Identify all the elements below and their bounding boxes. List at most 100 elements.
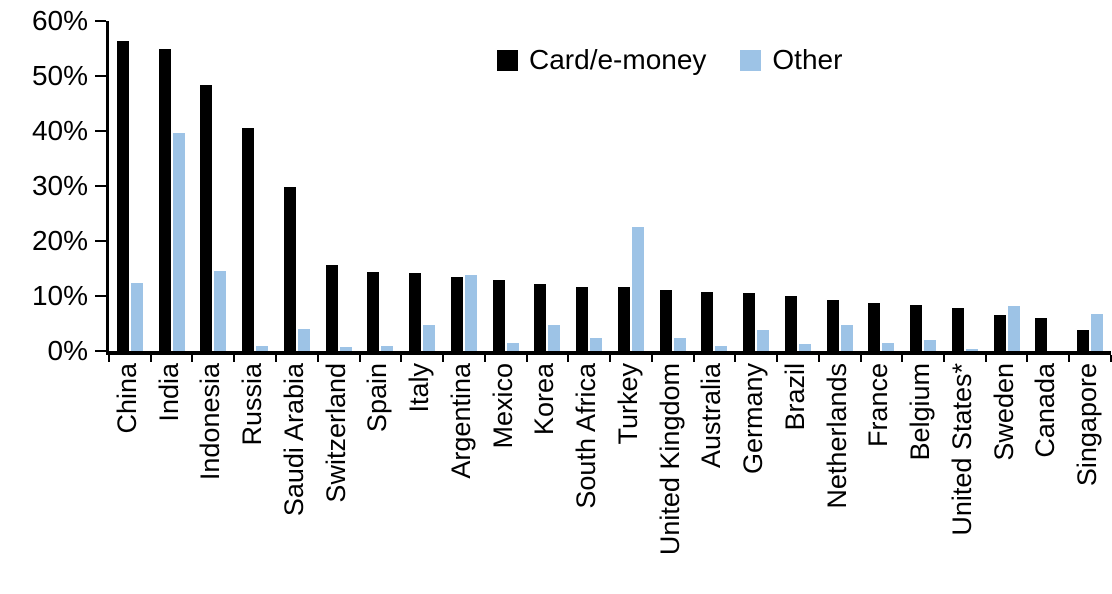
x-axis-tick xyxy=(984,355,987,362)
bar-card-e-money-italy xyxy=(409,273,422,351)
bar-other-singapore xyxy=(1091,314,1104,351)
bar-other-italy xyxy=(423,325,436,351)
x-axis-label-argentina: Argentina xyxy=(440,363,482,591)
bar-group-argentina xyxy=(443,21,485,351)
x-axis-label-text: Switzerland xyxy=(320,363,351,503)
bar-card-e-money-canada xyxy=(1035,318,1048,351)
bar-group-united-kingdom xyxy=(652,21,694,351)
bar-group-india xyxy=(151,21,193,351)
legend-item-other: Other xyxy=(740,44,842,76)
bar-card-e-money-united-states xyxy=(951,307,964,351)
bar-card-e-money-australia xyxy=(701,291,714,351)
x-axis-tick xyxy=(358,355,361,362)
x-axis-tick xyxy=(191,355,194,362)
x-axis-label-australia: Australia xyxy=(691,363,733,591)
x-axis-label-singapore: Singapore xyxy=(1066,363,1108,591)
x-axis-tick xyxy=(609,355,611,362)
y-axis-tick-label: 40% xyxy=(31,115,88,146)
x-axis-label-text: Mexico xyxy=(487,363,518,449)
x-axis-label-sweden: Sweden xyxy=(983,363,1025,591)
bars-container xyxy=(109,21,1111,351)
x-axis-label-text: Turkey xyxy=(612,363,643,445)
bar-group-russia xyxy=(234,21,276,351)
bar-other-saudi-arabia xyxy=(297,329,310,351)
x-axis-label-text: South Africa xyxy=(571,363,602,509)
bar-other-belgium xyxy=(924,340,937,351)
x-axis-tick xyxy=(108,355,110,362)
x-axis-label-spain: Spain xyxy=(357,363,399,591)
bar-group-indonesia xyxy=(193,21,235,351)
legend-label: Card/e-money xyxy=(529,44,707,75)
y-axis-tick xyxy=(95,240,106,242)
bar-group-canada xyxy=(1028,21,1070,351)
bar-other-indonesia xyxy=(214,270,227,351)
x-axis-tick xyxy=(441,355,444,362)
bar-card-e-money-turkey xyxy=(617,287,630,351)
x-axis-label-brazil: Brazil xyxy=(774,363,816,591)
x-axis-label-text: United Kingdom xyxy=(654,363,685,556)
x-axis-label-text: Spain xyxy=(362,363,393,433)
x-axis-label-text: Korea xyxy=(529,363,560,436)
y-axis-tick-label: 10% xyxy=(31,280,88,311)
x-axis-label-south-africa: South Africa xyxy=(565,363,607,591)
bar-group-brazil xyxy=(777,21,819,351)
bar-card-e-money-brazil xyxy=(784,296,797,351)
bar-card-e-money-saudi-arabia xyxy=(283,187,296,351)
x-axis-tick xyxy=(734,355,737,362)
x-axis-label-mexico: Mexico xyxy=(482,363,524,591)
legend-label: Other xyxy=(772,44,843,75)
bar-group-china xyxy=(109,21,151,351)
x-axis-label-text: Netherlands xyxy=(821,363,852,509)
bar-card-e-money-singapore xyxy=(1077,329,1090,351)
bar-other-russia xyxy=(256,345,269,351)
x-axis-label-russia: Russia xyxy=(231,363,273,591)
y-axis-tick xyxy=(95,350,106,352)
x-axis-tick xyxy=(943,355,945,362)
y-axis-tick-label: 0% xyxy=(47,335,88,366)
bar-group-france xyxy=(861,21,903,351)
x-axis-label-saudi-arabia: Saudi Arabia xyxy=(273,363,315,591)
plot-area xyxy=(95,20,1112,362)
x-axis-tick xyxy=(274,355,277,362)
bar-group-germany xyxy=(735,21,777,351)
bar-card-e-money-belgium xyxy=(910,305,923,351)
other-swatch-icon xyxy=(740,49,762,71)
x-axis-label-text: Singapore xyxy=(1072,363,1103,487)
bar-other-switzerland xyxy=(339,346,352,351)
bar-card-e-money-netherlands xyxy=(826,299,839,351)
bar-other-turkey xyxy=(631,227,644,351)
x-axis-label-netherlands: Netherlands xyxy=(816,363,858,591)
x-axis-label-text: Indonesia xyxy=(195,363,226,481)
x-axis-label-text: United States* xyxy=(946,363,977,536)
x-axis-label-united-states: United States* xyxy=(941,363,983,591)
bar-other-united-kingdom xyxy=(673,338,686,351)
y-axis-tick xyxy=(95,295,106,297)
x-axis-label-text: India xyxy=(153,363,184,422)
bar-group-saudi-arabia xyxy=(276,21,318,351)
bar-group-sweden xyxy=(986,21,1028,351)
bar-other-south-africa xyxy=(590,337,603,351)
x-axis-label-united-kingdom: United Kingdom xyxy=(649,363,691,591)
bar-group-netherlands xyxy=(819,21,861,351)
bar-group-mexico xyxy=(485,21,527,351)
x-axis-label-text: Germany xyxy=(738,363,769,475)
x-axis-label-switzerland: Switzerland xyxy=(315,363,357,591)
bar-card-e-money-india xyxy=(158,48,171,351)
y-axis-tick-label: 30% xyxy=(31,170,88,201)
y-axis-tick-label: 50% xyxy=(31,60,88,91)
bar-card-e-money-korea xyxy=(534,283,547,351)
bar-card-e-money-south-africa xyxy=(576,286,589,351)
bar-other-spain xyxy=(381,345,394,351)
x-axis-tick xyxy=(400,355,403,362)
x-axis-label-indonesia: Indonesia xyxy=(190,363,232,591)
x-axis-label-turkey: Turkey xyxy=(607,363,649,591)
y-axis: 0% 10% 20% 30% 40% 50% 60% xyxy=(0,0,88,594)
x-axis-tick xyxy=(149,355,152,362)
x-axis-labels: China India Indonesia Russia Saudi Arabia Swi… xyxy=(106,363,1108,591)
bar-group-south-africa xyxy=(568,21,610,351)
card-e-money-swatch-icon xyxy=(497,49,518,71)
x-axis-label-korea: Korea xyxy=(524,363,566,591)
x-axis-tick xyxy=(817,355,820,362)
bar-group-united-states xyxy=(944,21,986,351)
bar-other-germany xyxy=(757,329,770,351)
